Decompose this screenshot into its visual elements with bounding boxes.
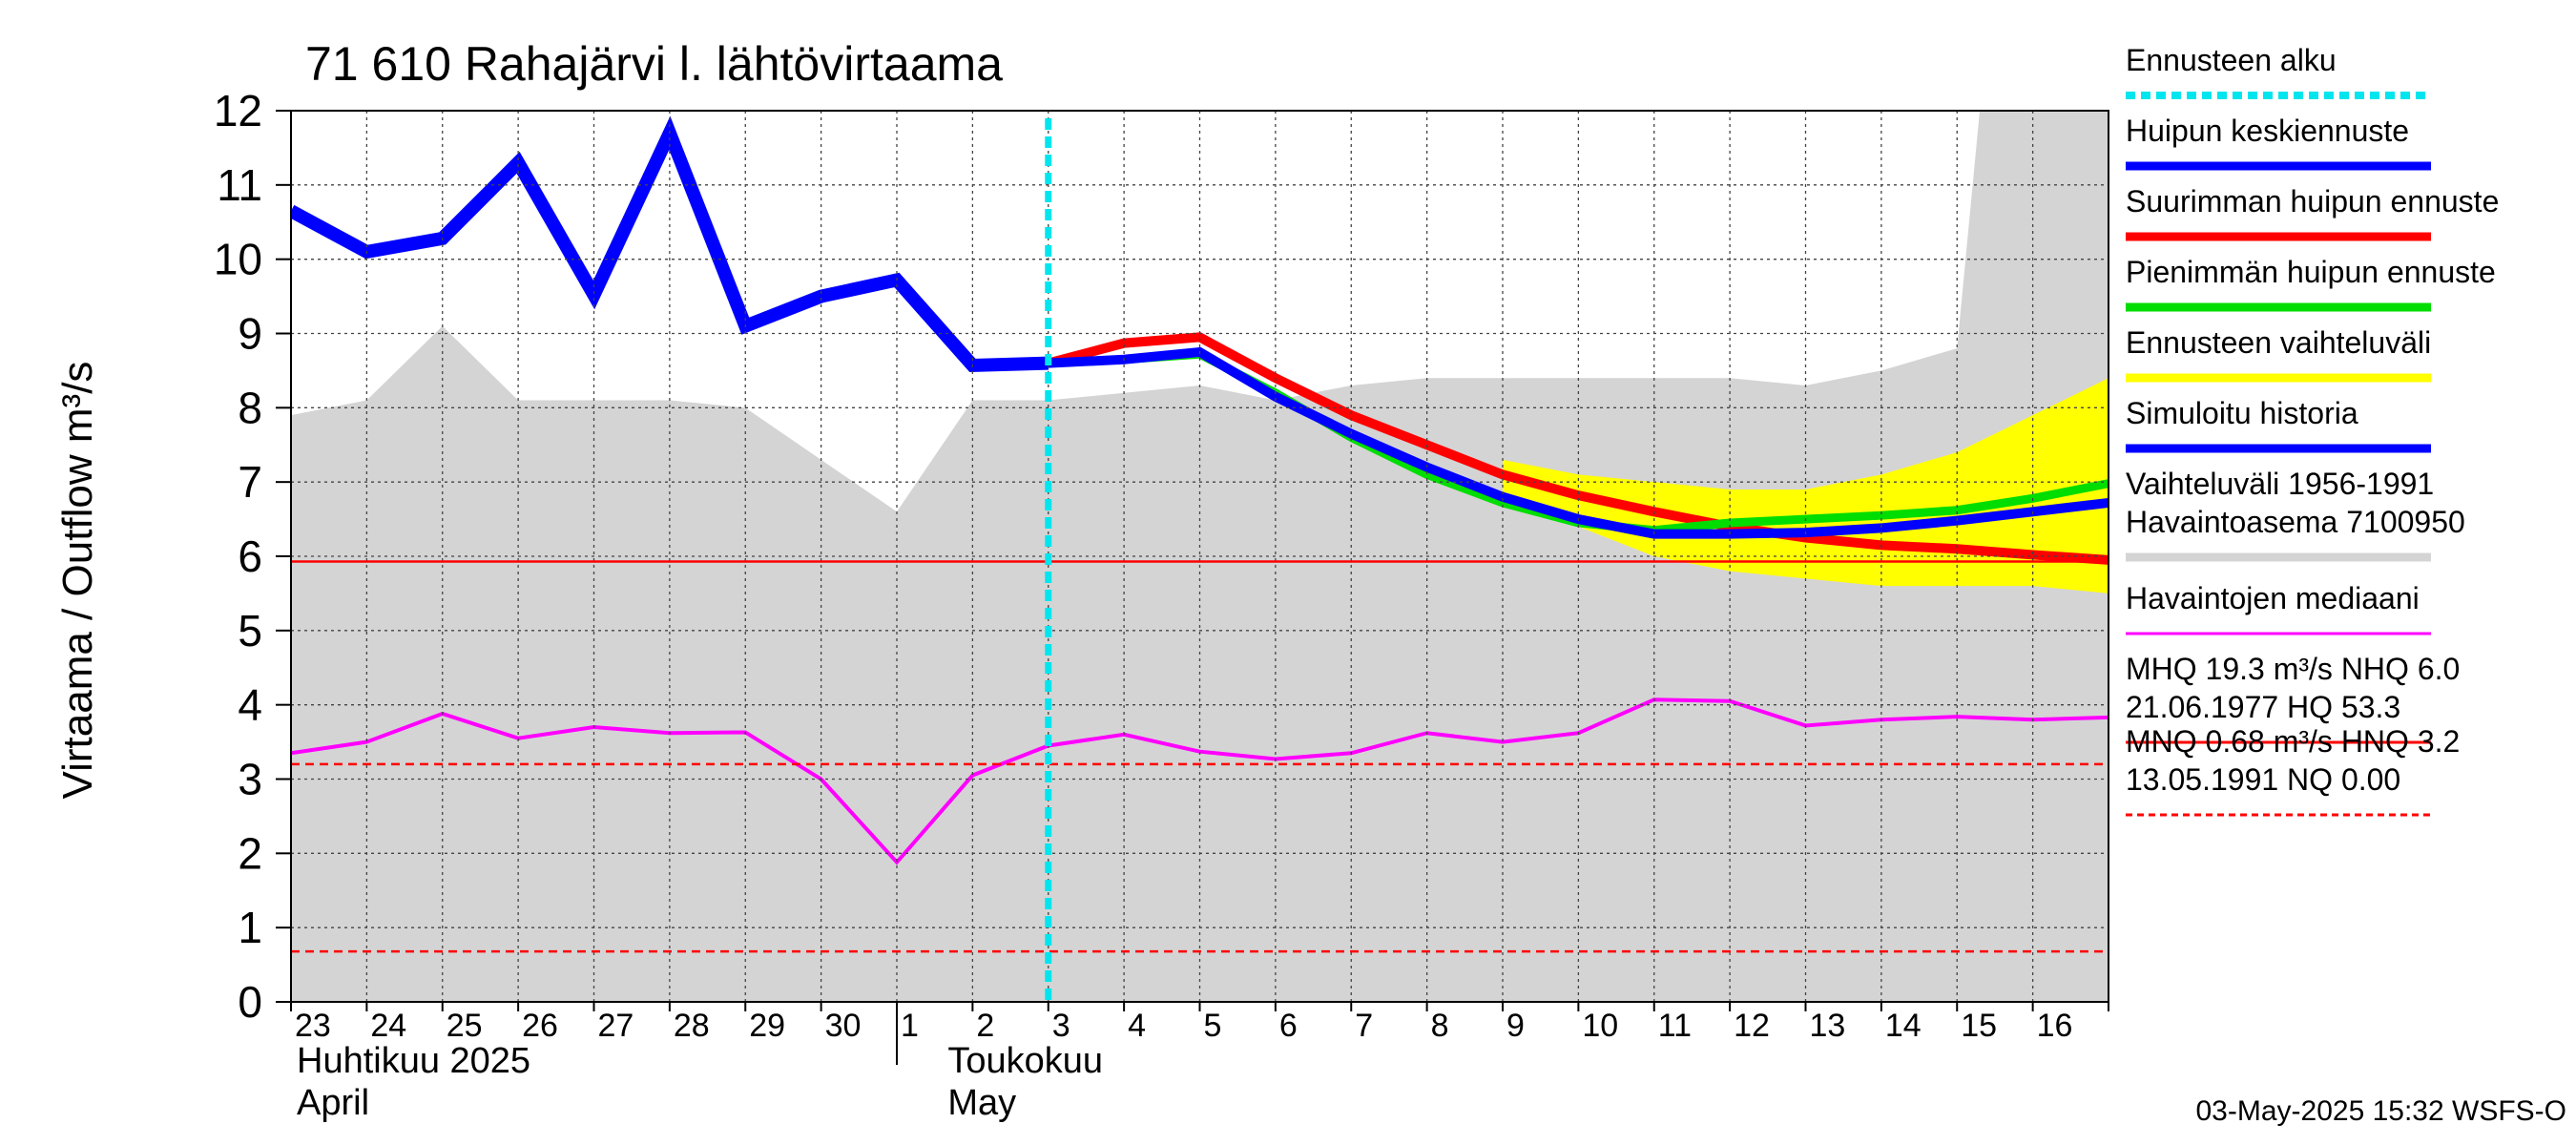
y-tick-label: 7 [238,457,262,507]
legend-label: MHQ 19.3 m³/s NHQ 6.0 [2126,652,2460,686]
legend-label: 13.05.1991 NQ 0.00 [2126,762,2400,797]
timestamp-footer: 03-May-2025 15:32 WSFS-O [2196,1095,2567,1127]
legend-label: Ennusteen alku [2126,43,2337,77]
x-tick-label: 3 [1052,1008,1070,1044]
x-tick-label: 10 [1582,1008,1618,1044]
legend-label: Pienimmän huipun ennuste [2126,255,2496,289]
x-tick-label: 30 [825,1008,862,1044]
x-tick-label: 8 [1431,1008,1449,1044]
x-tick-label: 24 [370,1008,406,1044]
legend-label: Simuloitu historia [2126,396,2358,430]
y-tick-label: 4 [238,680,262,730]
month-label-fi: Toukokuu [947,1041,1103,1081]
month-label-en: May [947,1083,1016,1123]
y-tick-label: 9 [238,309,262,359]
y-tick-label: 12 [214,86,262,135]
x-tick-label: 5 [1204,1008,1222,1044]
x-tick-label: 26 [522,1008,558,1044]
x-tick-label: 4 [1128,1008,1146,1044]
y-tick-label: 1 [238,903,262,952]
x-tick-label: 15 [1961,1008,1997,1044]
x-tick-label: 23 [295,1008,331,1044]
y-tick-label: 2 [238,828,262,878]
series-line-suurimman-huipun-ennuste [1047,332,2109,565]
y-axis-label: Virtaama / Outflow m³/s [54,362,101,800]
y-tick-label: 3 [238,755,262,804]
legend-label: Huipun keskiennuste [2126,114,2409,148]
x-tick-label: 1 [901,1008,919,1044]
x-tick-label: 7 [1355,1008,1373,1044]
y-tick-label: 10 [214,235,262,284]
x-tick-label: 29 [749,1008,785,1044]
x-tick-label: 27 [598,1008,634,1044]
legend-label: Vaihteluväli 1956-1991 [2126,467,2434,501]
legend-label: 21.06.1977 HQ 53.3 [2126,690,2400,724]
y-tick-label: 6 [238,531,262,581]
x-tick-label: 2 [976,1008,994,1044]
x-tick-label: 25 [447,1008,483,1044]
x-tick-label: 9 [1506,1008,1525,1044]
legend-label: MNQ 0.68 m³/s HNQ 3.2 [2126,724,2460,759]
month-label-en: April [297,1083,369,1123]
legend: Ennusteen alku Huipun keskiennuste Suurimm… [2126,43,2499,817]
y-tick-label: 0 [238,977,262,1027]
month-label-fi: Huhtikuu 2025 [297,1041,530,1081]
x-tick-label: 13 [1810,1008,1846,1044]
x-tick-label: 14 [1885,1008,1922,1044]
x-tick-label: 6 [1279,1008,1298,1044]
x-tick-label: 16 [2037,1008,2073,1044]
y-tick-label: 11 [217,160,262,210]
chart-title: 71 610 Rahajärvi l. lähtövirtaama [305,37,1003,91]
x-tick-label: 28 [674,1008,710,1044]
x-tick-label: 12 [1734,1008,1770,1044]
legend-label: Havaintojen mediaani [2126,581,2420,615]
legend-label: Suurimman huipun ennuste [2126,184,2499,219]
plot-area [291,111,2109,1002]
y-tick-label: 5 [238,606,262,656]
y-tick-label: 8 [238,383,262,432]
x-tick-label: 11 [1658,1008,1692,1044]
legend-label: Ennusteen vaihteluväli [2126,325,2431,360]
legend-label: Havaintoasema 7100950 [2126,505,2465,539]
series-line-simuloitu-historia [291,115,1049,373]
